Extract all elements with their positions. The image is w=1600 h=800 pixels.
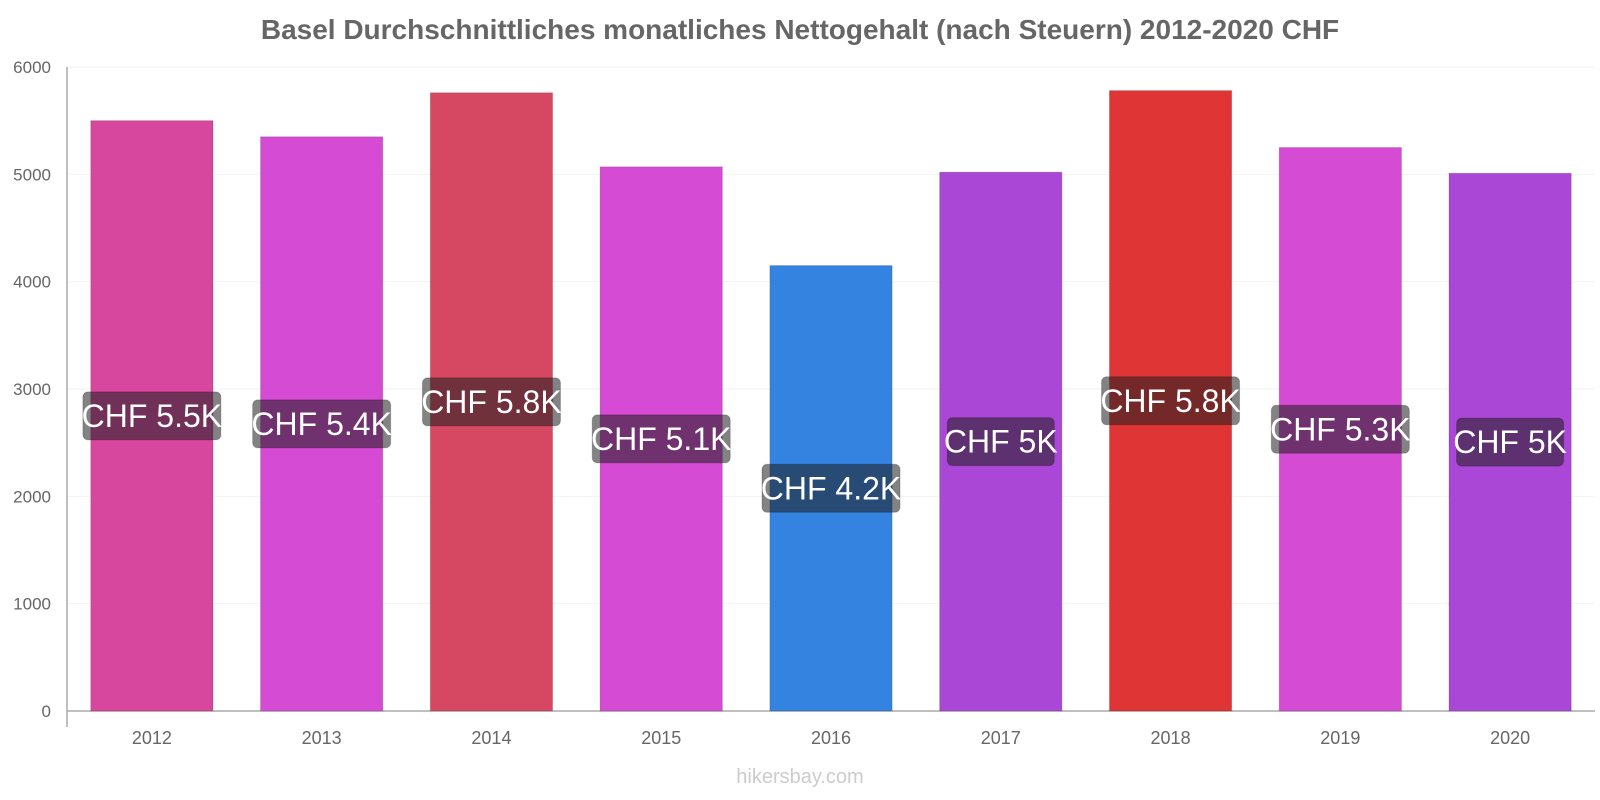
x-tick-label: 2012 xyxy=(132,728,172,748)
data-label-2015: CHF 5.1K xyxy=(591,414,731,464)
data-label-2012: CHF 5.5K xyxy=(82,391,222,441)
data-label-badge xyxy=(1456,417,1565,467)
x-tick-label: 2015 xyxy=(641,728,681,748)
data-label-badge xyxy=(421,377,561,427)
y-tick-label: 1000 xyxy=(13,595,51,614)
x-tick-label: 2013 xyxy=(302,728,342,748)
data-label-2013: CHF 5.4K xyxy=(251,399,392,449)
y-tick-label: 4000 xyxy=(13,273,51,292)
data-label-2016: CHF 4.2K xyxy=(761,463,901,513)
y-tick-label: 3000 xyxy=(13,380,51,399)
data-label-badge xyxy=(82,391,222,441)
data-label-text: CHF 5K xyxy=(944,424,1058,460)
y-tick-label: 2000 xyxy=(13,487,51,506)
x-tick-label: 2020 xyxy=(1490,728,1530,748)
data-label-text: CHF 5.3K xyxy=(1270,411,1410,447)
data-label-text: CHF 5.1K xyxy=(591,421,731,457)
x-tick-label: 2019 xyxy=(1320,728,1360,748)
y-tick-label: 5000 xyxy=(13,165,51,184)
data-label-text: CHF 5.8K xyxy=(1100,383,1240,419)
x-tick-label: 2018 xyxy=(1151,728,1191,748)
x-tick-label: 2016 xyxy=(811,728,851,748)
data-label-text: CHF 5.5K xyxy=(82,398,222,434)
x-tick-label: 2014 xyxy=(471,728,511,748)
data-labels: CHF 5.5K CHF 5.4K CHF 5.8K CHF 5.1K CHF 4.2K… xyxy=(82,376,1567,513)
data-label-2014: CHF 5.8K xyxy=(421,377,562,427)
data-label-text: CHF 5.4K xyxy=(251,406,391,442)
data-label-badge xyxy=(591,414,731,464)
data-label-2017: CHF 5K xyxy=(944,417,1058,467)
watermark: hikersbay.com xyxy=(736,766,864,788)
data-label-2020: CHF 5K xyxy=(1453,417,1567,467)
data-label-badge xyxy=(1101,376,1241,426)
y-tick-label: 0 xyxy=(42,702,51,721)
data-label-badge xyxy=(252,399,392,449)
data-label-text: CHF 5K xyxy=(1453,424,1567,460)
chart-title: Basel Durchschnittliches monatliches Net… xyxy=(260,14,1340,45)
x-tick-label: 2017 xyxy=(981,728,1021,748)
data-label-text: CHF 5.8K xyxy=(421,384,561,420)
y-tick-label: 6000 xyxy=(13,58,51,77)
data-label-2018: CHF 5.8K xyxy=(1100,376,1241,426)
data-label-badge xyxy=(761,463,901,513)
axes: 0 1000 2000 3000 4000 5000 6000 2012 2013 2014 201… xyxy=(13,58,1595,748)
data-label-badge xyxy=(946,417,1055,467)
data-label-badge xyxy=(1270,404,1410,454)
data-label-text: CHF 4.2K xyxy=(761,470,901,506)
data-label-2019: CHF 5.3K xyxy=(1270,404,1411,454)
